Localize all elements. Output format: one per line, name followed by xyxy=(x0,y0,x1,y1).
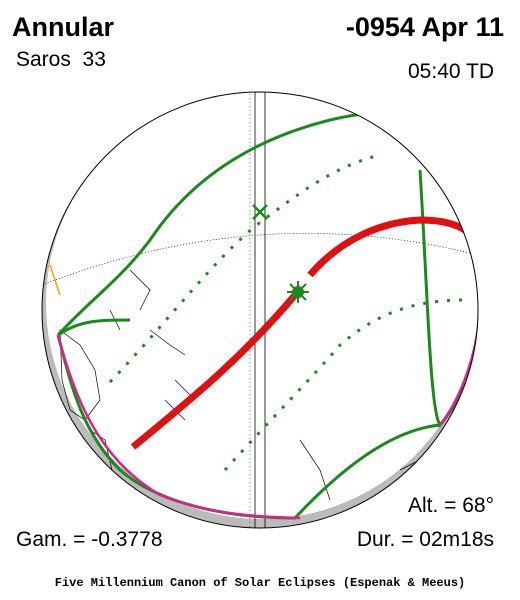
globe-day xyxy=(46,87,478,519)
eclipse-type: Annular xyxy=(12,12,114,42)
northern-limit xyxy=(108,153,381,384)
date: -0954 Apr 11 xyxy=(346,12,504,42)
greatest-duration-marker xyxy=(252,204,268,220)
central-line xyxy=(307,216,475,278)
southern-limit xyxy=(223,298,466,472)
saros: Saros 33 xyxy=(16,48,106,71)
gamma: Gam. = -0.3778 xyxy=(16,528,163,551)
central-line xyxy=(130,292,298,450)
altitude: Alt. = 68° xyxy=(408,494,494,517)
time: 05:40 TD xyxy=(408,60,494,83)
duration: Dur. = 02m18s xyxy=(357,528,494,551)
globe-outline xyxy=(41,91,479,529)
greatest-eclipse-marker xyxy=(287,281,309,303)
footer: Five Millennium Canon of Solar Eclipses … xyxy=(55,576,465,590)
map-features xyxy=(42,92,478,528)
